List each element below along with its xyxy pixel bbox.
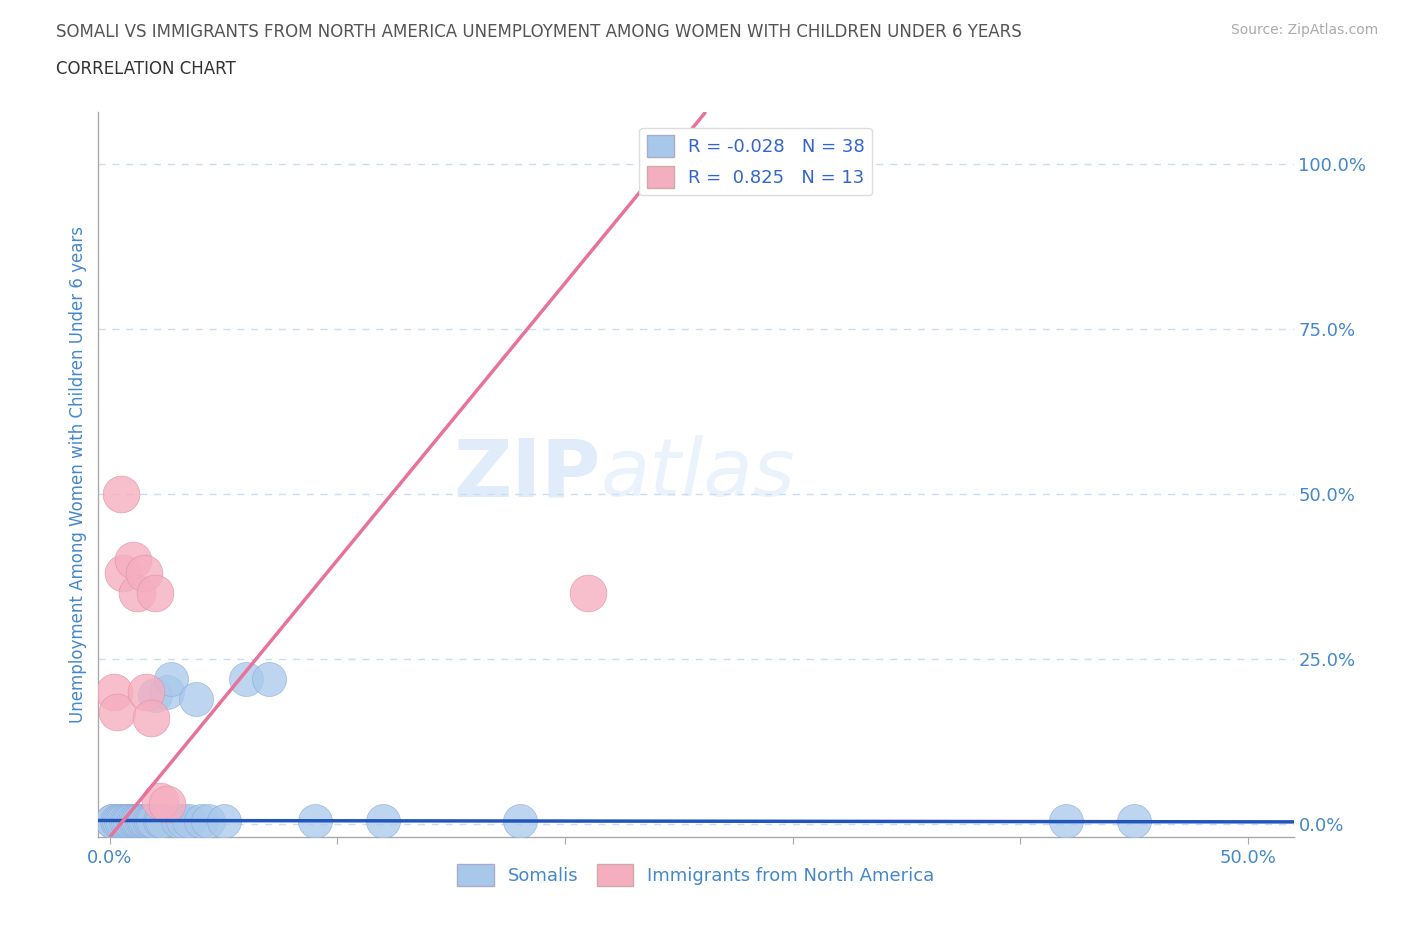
Text: SOMALI VS IMMIGRANTS FROM NORTH AMERICA UNEMPLOYMENT AMONG WOMEN WITH CHILDREN U: SOMALI VS IMMIGRANTS FROM NORTH AMERICA … bbox=[56, 23, 1022, 41]
Point bbox=[114, 813, 136, 828]
Point bbox=[156, 797, 179, 812]
Point bbox=[131, 813, 153, 828]
Point bbox=[257, 671, 280, 686]
Point bbox=[132, 565, 155, 580]
Point bbox=[371, 813, 394, 828]
Point bbox=[212, 813, 235, 828]
Point bbox=[179, 813, 201, 828]
Point bbox=[108, 813, 131, 828]
Point bbox=[110, 813, 132, 828]
Point bbox=[167, 813, 190, 828]
Point bbox=[197, 813, 219, 828]
Point bbox=[121, 552, 143, 567]
Text: ZIP: ZIP bbox=[453, 435, 600, 513]
Point bbox=[190, 813, 212, 828]
Point bbox=[235, 671, 257, 686]
Point bbox=[135, 684, 157, 699]
Point bbox=[101, 813, 124, 828]
Point bbox=[149, 793, 172, 808]
Point bbox=[142, 813, 165, 828]
Point bbox=[576, 586, 599, 601]
Point bbox=[121, 813, 143, 828]
Y-axis label: Unemployment Among Women with Children Under 6 years: Unemployment Among Women with Children U… bbox=[69, 226, 87, 723]
Point bbox=[143, 688, 166, 703]
Point bbox=[112, 565, 135, 580]
Text: Source: ZipAtlas.com: Source: ZipAtlas.com bbox=[1230, 23, 1378, 37]
Point bbox=[127, 586, 149, 601]
Point bbox=[138, 813, 160, 828]
Point bbox=[1123, 813, 1146, 828]
Text: atlas: atlas bbox=[600, 435, 796, 513]
Point bbox=[112, 813, 135, 828]
Point bbox=[132, 813, 155, 828]
Point bbox=[127, 813, 149, 828]
Point bbox=[110, 486, 132, 501]
Point bbox=[186, 691, 208, 706]
Point bbox=[160, 671, 183, 686]
Point bbox=[128, 813, 150, 828]
Point bbox=[150, 813, 173, 828]
Point bbox=[139, 813, 162, 828]
Point bbox=[304, 813, 326, 828]
Point bbox=[156, 684, 179, 699]
Point bbox=[124, 813, 146, 828]
Point bbox=[117, 813, 139, 828]
Point bbox=[120, 813, 142, 828]
Point bbox=[172, 813, 194, 828]
Point bbox=[1054, 813, 1077, 828]
Point bbox=[105, 704, 128, 719]
Point bbox=[143, 586, 166, 601]
Point bbox=[139, 711, 162, 725]
Point bbox=[101, 813, 124, 828]
Point bbox=[103, 684, 125, 699]
Point bbox=[135, 813, 157, 828]
Point bbox=[149, 813, 172, 828]
Legend: Somalis, Immigrants from North America: Somalis, Immigrants from North America bbox=[450, 857, 942, 893]
Text: CORRELATION CHART: CORRELATION CHART bbox=[56, 60, 236, 78]
Point bbox=[105, 813, 128, 828]
Point bbox=[509, 813, 531, 828]
